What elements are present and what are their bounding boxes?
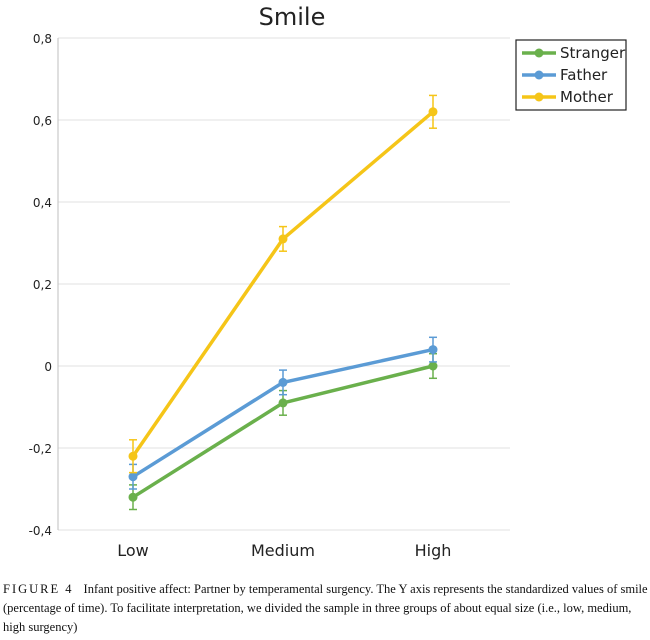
legend-swatch-marker <box>534 92 544 102</box>
data-point <box>128 492 138 502</box>
data-point <box>428 107 438 117</box>
y-tick-label: -0,2 <box>29 442 52 456</box>
y-tick-label: 0,6 <box>33 114 52 128</box>
data-point <box>128 451 138 461</box>
data-point <box>428 345 438 355</box>
caption-text: Infant positive affect: Partner by tempe… <box>3 582 648 634</box>
series-layer <box>128 94 438 511</box>
line-chart: Smile -0,4 -0,2 0 0,2 0,4 0,6 0,8 Low Medium Hig… <box>29 3 627 560</box>
x-tick-label: High <box>415 541 452 560</box>
y-tick-label: 0,4 <box>33 196 52 210</box>
legend-label: Mother <box>560 88 614 106</box>
data-point <box>278 234 288 244</box>
figure-caption: FIGURE 4 Infant positive affect: Partner … <box>3 580 648 637</box>
legend-label: Father <box>560 66 608 84</box>
y-axis-ticks: -0,4 -0,2 0 0,2 0,4 0,6 0,8 <box>29 32 52 538</box>
chart-title: Smile <box>259 3 326 31</box>
legend-label: Stranger <box>560 44 626 62</box>
x-axis: Low Medium High <box>57 38 452 560</box>
y-tick-label: 0,8 <box>33 32 52 46</box>
series-father <box>128 336 438 490</box>
y-tick-label: -0,4 <box>29 524 52 538</box>
y-tick-label: 0 <box>44 360 52 374</box>
legend-swatch-marker <box>534 70 544 80</box>
legend-swatch-marker <box>534 48 544 58</box>
data-point <box>278 398 288 408</box>
legend: Stranger Father Mother <box>515 39 627 111</box>
gridlines <box>58 37 510 531</box>
data-point <box>128 472 138 482</box>
series-mother <box>128 94 438 474</box>
figure-label: FIGURE 4 <box>3 582 74 596</box>
x-tick-label: Medium <box>251 541 315 560</box>
data-point <box>428 361 438 371</box>
y-tick-label: 0,2 <box>33 278 52 292</box>
x-tick-label: Low <box>117 541 149 560</box>
data-point <box>278 377 288 387</box>
